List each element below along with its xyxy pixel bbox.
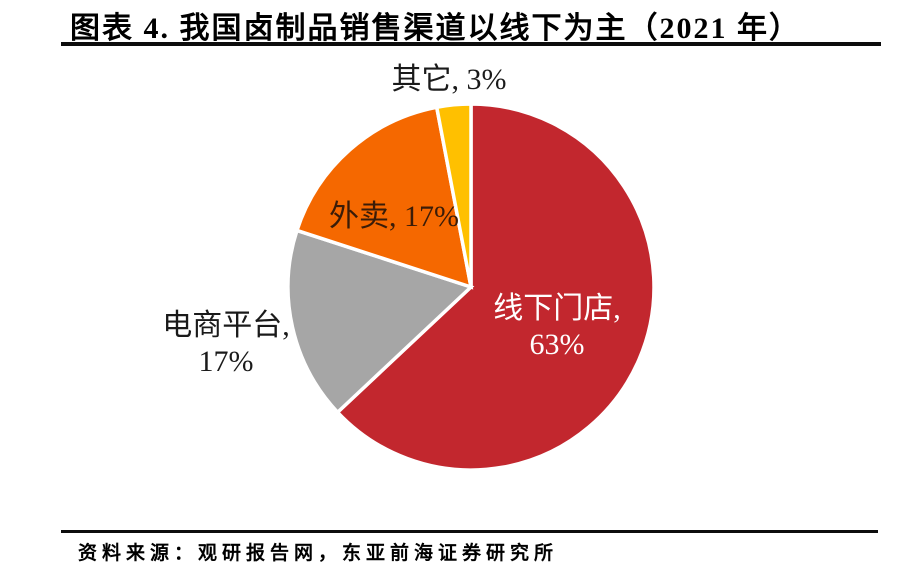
figure-title: 图表 4. 我国卤制品销售渠道以线下为主（2021 年） (70, 12, 801, 45)
pie-slice-2 (294, 105, 474, 290)
source-divider (61, 530, 878, 533)
title-underline (61, 42, 881, 46)
slice-label-3: 其它, 3% (391, 63, 507, 96)
pie-slice-1 (286, 228, 475, 415)
pie-slice-3 (434, 102, 473, 288)
pie-slice-0 (335, 102, 656, 472)
source-text: 资料来源：观研报告网，东亚前海证券研究所 (78, 543, 559, 564)
slice-label-1: 电商平台, 17% (162, 309, 290, 378)
slice-label-0: 线下门店, 63% (493, 292, 621, 361)
slice-label-2: 外卖, 17% (329, 200, 459, 233)
